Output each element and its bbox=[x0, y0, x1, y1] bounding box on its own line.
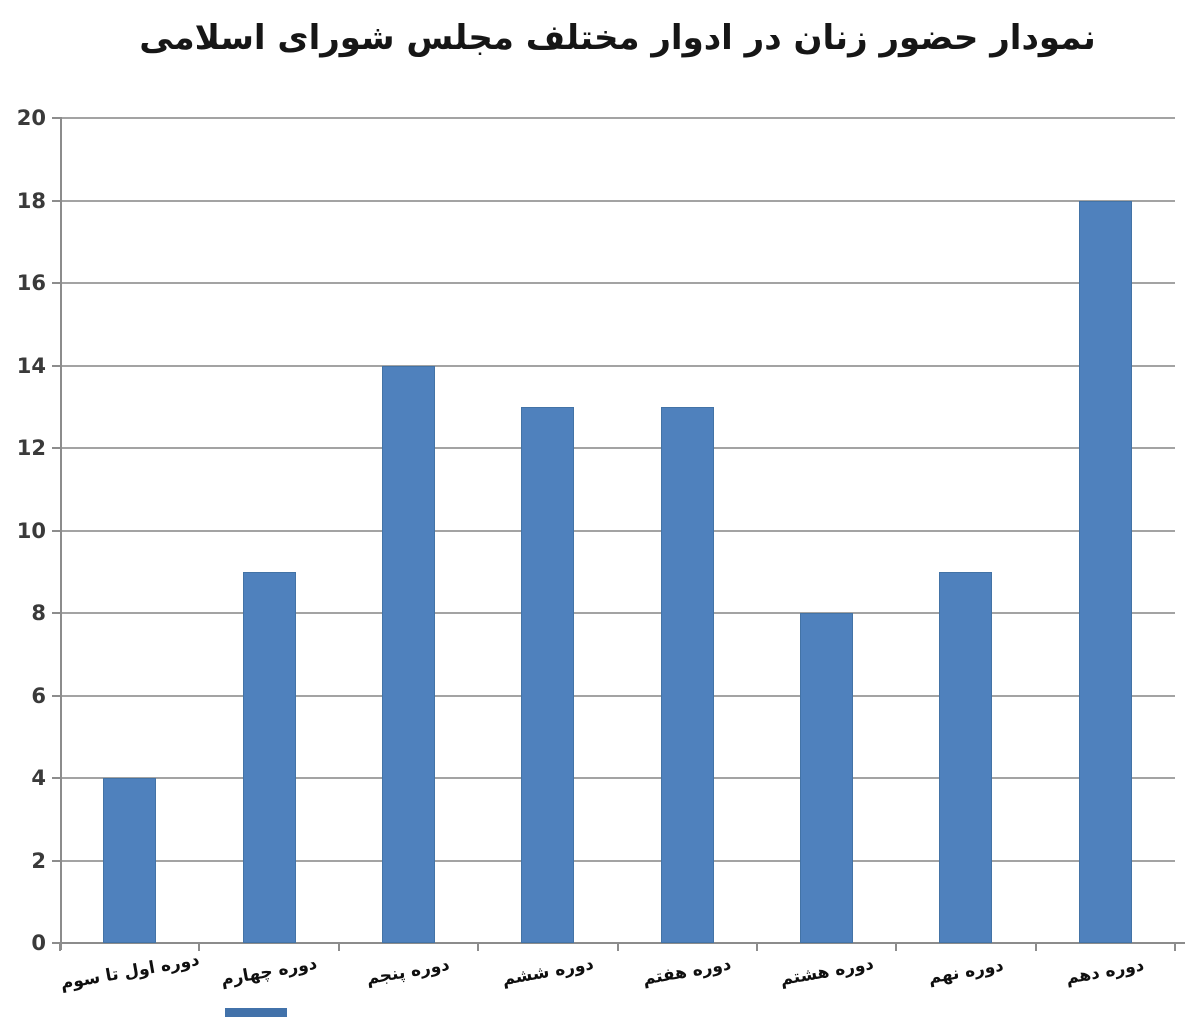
gridline-y-8 bbox=[60, 612, 1175, 614]
x-tick-2 bbox=[337, 944, 340, 951]
gridline-y-14 bbox=[60, 364, 1175, 367]
gridline-y-2 bbox=[60, 859, 1175, 862]
gridline-y-10 bbox=[60, 529, 1175, 532]
y-tick-8 bbox=[52, 612, 60, 614]
x-tick-5 bbox=[755, 944, 758, 951]
y-tick-label-16: 16 bbox=[16, 271, 46, 295]
y-tick-20 bbox=[52, 117, 60, 119]
x-tick-4 bbox=[616, 944, 619, 951]
y-tick-4 bbox=[52, 777, 60, 779]
bar-دوره هفتم bbox=[660, 406, 714, 943]
bar-دوره اول تا سوم bbox=[103, 778, 157, 943]
y-tick-label-12: 12 bbox=[16, 436, 46, 460]
y-tick-label-18: 18 bbox=[16, 188, 46, 213]
y-tick-0 bbox=[52, 942, 60, 944]
bar-دوره دهم bbox=[1078, 200, 1132, 943]
x-tick-3 bbox=[477, 944, 480, 951]
y-tick-label-4: 4 bbox=[31, 766, 46, 790]
y-tick-label-8: 8 bbox=[31, 601, 46, 625]
x-tick-1 bbox=[198, 944, 201, 951]
gridline-y-6 bbox=[60, 694, 1175, 697]
bar-دوره نهم bbox=[939, 571, 993, 943]
cropped-legend-swatch bbox=[225, 1008, 287, 1017]
gridline-y-20 bbox=[60, 117, 1175, 119]
y-tick-label-0: 0 bbox=[31, 931, 46, 955]
y-tick-2 bbox=[52, 859, 60, 862]
y-tick-18 bbox=[52, 199, 60, 202]
gridline-y-4 bbox=[60, 777, 1175, 779]
y-tick-14 bbox=[52, 364, 60, 367]
y-tick-label-10: 10 bbox=[16, 518, 46, 543]
gridline-y-18 bbox=[60, 199, 1175, 202]
bar-دوره ششم bbox=[521, 406, 575, 943]
y-tick-12 bbox=[52, 447, 60, 449]
y-tick-label-20: 20 bbox=[16, 106, 46, 130]
x-axis bbox=[60, 942, 1185, 944]
x-tick-8 bbox=[1174, 944, 1176, 951]
gridline-y-12 bbox=[60, 447, 1175, 449]
x-tick-0 bbox=[59, 944, 61, 951]
y-tick-label-6: 6 bbox=[31, 683, 46, 708]
y-tick-10 bbox=[52, 529, 60, 532]
y-axis bbox=[60, 117, 62, 950]
x-tick-6 bbox=[895, 944, 898, 951]
chart-title: نمودار حضور زنان در ادوار مختلف مجلس شور… bbox=[139, 18, 1096, 58]
y-tick-6 bbox=[52, 694, 60, 697]
bar-دوره هشتم bbox=[800, 613, 854, 943]
y-tick-label-2: 2 bbox=[31, 848, 46, 873]
bar-دوره پنجم bbox=[381, 365, 435, 943]
gridline-y-16 bbox=[60, 282, 1175, 284]
x-tick-7 bbox=[1034, 944, 1037, 951]
y-tick-label-14: 14 bbox=[16, 353, 46, 378]
y-tick-16 bbox=[52, 282, 60, 284]
bar-دوره چهارم bbox=[242, 571, 296, 943]
